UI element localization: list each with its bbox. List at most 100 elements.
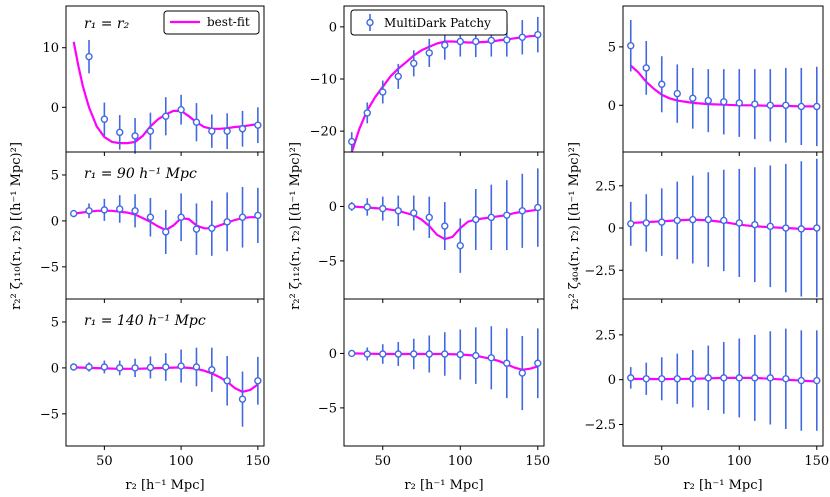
data-point — [534, 203, 542, 212]
y-tick-label: 0 — [51, 101, 59, 116]
legend-swatch-marker — [366, 18, 374, 27]
y-tick-label: 5 — [51, 315, 59, 330]
data-point — [69, 209, 78, 218]
data-point — [813, 376, 821, 385]
data-point — [503, 211, 511, 219]
data-point — [425, 49, 433, 57]
data-point — [673, 89, 681, 98]
data-point — [658, 80, 666, 88]
x-tick-label: 50 — [374, 454, 391, 469]
data-point — [363, 203, 371, 211]
data-point — [254, 121, 262, 129]
legend-label-best-fit: best-fit — [207, 15, 250, 29]
data-point — [472, 351, 480, 360]
data-point — [751, 374, 759, 382]
data-point — [766, 374, 774, 382]
data-point — [394, 207, 402, 215]
data-point — [208, 366, 216, 374]
data-point — [116, 128, 124, 137]
data-point — [503, 359, 511, 367]
data-point — [100, 206, 109, 214]
data-point — [487, 36, 495, 45]
data-point — [673, 375, 681, 383]
x-tick-label: 150 — [245, 454, 270, 469]
x-tick-label: 50 — [96, 454, 113, 469]
y-axis-label: r₂² ζ₄₀₄(r₁, r₂) [(h⁻¹ Mpc)²] — [567, 142, 582, 310]
data-point — [192, 118, 201, 126]
data-point — [192, 225, 201, 233]
data-point — [410, 209, 418, 217]
data-point — [658, 375, 666, 383]
data-point — [363, 109, 371, 117]
data-point — [177, 213, 185, 221]
x-tick-label: 100 — [448, 454, 473, 469]
data-point — [146, 127, 155, 135]
panel-frame-r2c1 — [343, 298, 545, 447]
data-point — [192, 363, 201, 371]
data-point — [503, 36, 511, 44]
data-point — [131, 207, 139, 215]
data-point — [456, 350, 464, 359]
data-point — [238, 125, 247, 133]
x-tick-label: 100 — [169, 454, 194, 469]
data-point — [441, 222, 449, 230]
data-point — [208, 127, 216, 135]
y-tick-label: −5 — [318, 254, 337, 269]
data-point — [534, 30, 542, 39]
y-tick-label: 0 — [51, 361, 59, 376]
data-point — [627, 42, 635, 50]
data-point — [116, 205, 124, 213]
y-tick-label: 0 — [329, 200, 337, 215]
x-axis-label: r₂ [h⁻¹ Mpc] — [404, 478, 483, 493]
y-tick-label: 0 — [329, 20, 337, 35]
y-axis-label: r₂² ζ₁₁₀(r₁, r₂) [(h⁻¹ Mpc)²] — [9, 142, 24, 310]
data-point — [689, 215, 697, 224]
data-point — [704, 374, 712, 382]
y-tick-label: −2.5 — [584, 264, 616, 279]
row-annotation: r₁ = 90 h⁻¹ Mpc — [84, 166, 197, 182]
data-point — [751, 220, 759, 229]
data-point — [177, 362, 185, 370]
data-point — [131, 132, 139, 140]
x-axis-label: r₂ [h⁻¹ Mpc] — [683, 478, 762, 493]
data-point — [394, 72, 402, 81]
data-point — [627, 374, 635, 382]
data-point — [720, 98, 728, 106]
y-tick-label: −5 — [318, 401, 337, 416]
data-point — [487, 213, 495, 222]
data-point — [782, 375, 790, 383]
data-point — [379, 350, 387, 358]
x-axis-label: r₂ [h⁻¹ Mpc] — [125, 478, 204, 493]
y-tick-label: 10 — [42, 41, 59, 56]
data-point — [766, 101, 774, 109]
x-tick-label: 150 — [525, 454, 550, 469]
y-axis-label: r₂² ζ₁₁₂(r₁, r₂) [(h⁻¹ Mpc)²] — [288, 142, 303, 310]
data-point — [456, 241, 464, 250]
data-point — [689, 94, 697, 102]
x-tick-label: 50 — [653, 454, 670, 469]
data-point — [813, 224, 821, 232]
y-tick-label: 0 — [608, 99, 616, 114]
best-fit-line — [630, 64, 817, 108]
data-point — [472, 37, 480, 46]
data-point — [254, 377, 262, 385]
y-tick-label: 5 — [608, 40, 616, 55]
data-point — [813, 102, 821, 111]
data-point — [116, 364, 124, 372]
data-point — [735, 219, 743, 227]
data-point — [627, 220, 635, 228]
data-point — [534, 359, 542, 367]
y-tick-label: 0 — [608, 373, 616, 388]
y-tick-label: −5 — [40, 407, 59, 422]
data-point — [208, 224, 216, 232]
y-tick-label: −2.5 — [584, 418, 616, 433]
data-point — [441, 41, 449, 49]
y-tick-label: −20 — [310, 125, 337, 140]
data-point — [394, 350, 402, 358]
legend-label-data: MultiDark Patchy — [384, 16, 491, 30]
data-point — [146, 363, 155, 372]
data-point — [735, 374, 743, 382]
data-point — [238, 213, 247, 221]
